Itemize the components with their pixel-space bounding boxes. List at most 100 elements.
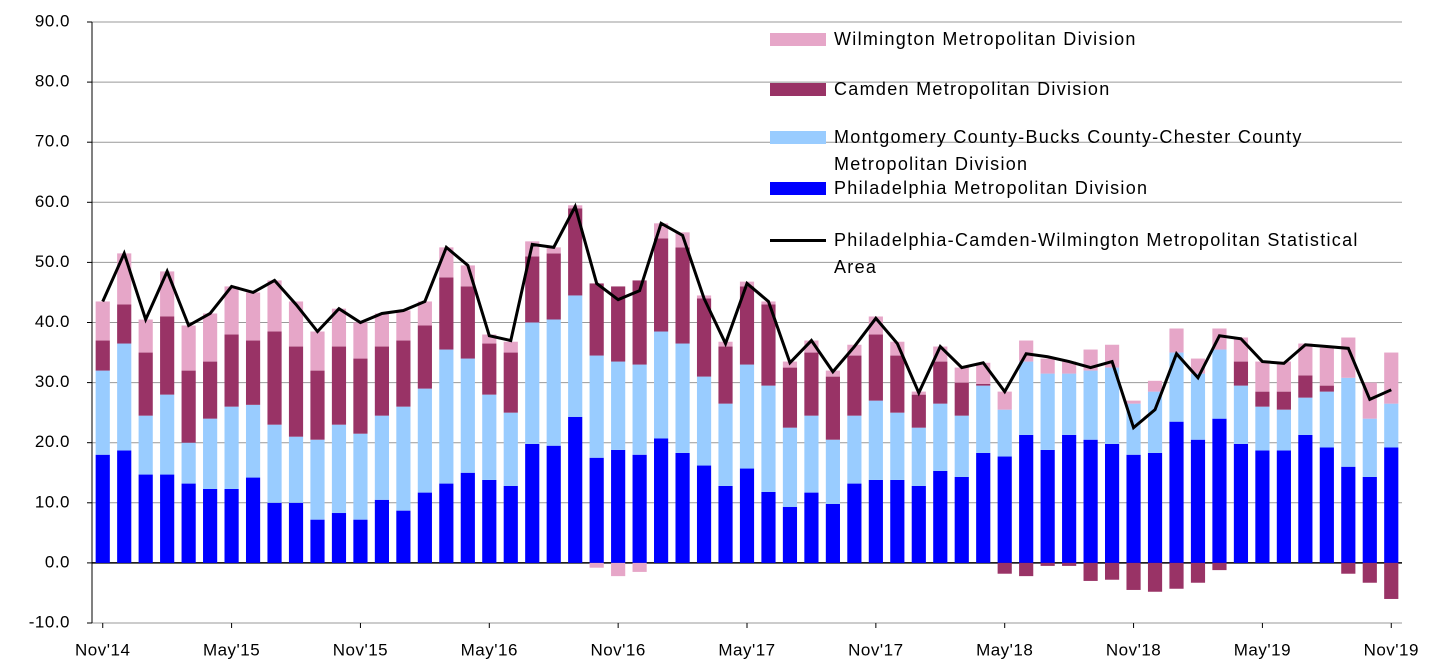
bar-segment [696,465,712,563]
bar-segment [976,385,991,453]
bar-segment [546,247,561,254]
bar-segment [374,313,390,347]
bar-segment [353,358,368,434]
bar-segment [1190,439,1206,563]
bar-segment [782,507,798,563]
bar-segment [482,479,497,563]
bar-segment [245,292,261,341]
bar-segment [890,479,905,563]
bar-segment [1362,562,1377,583]
bar-segment [782,427,798,508]
bar-segment [245,404,261,478]
bar-segment [1019,340,1034,362]
bar-segment [1169,352,1184,422]
bar-segment [546,319,561,446]
bar-segment [203,361,218,419]
bar-segment [525,256,540,323]
bar-segment [460,286,475,359]
bar-segment [1276,361,1291,392]
bar-segment [890,355,905,413]
bar-segment [525,443,540,563]
bar-segment [160,316,175,395]
bar-segment [847,344,862,356]
bar-segment [396,406,411,511]
bar-segment [1083,439,1098,563]
bar-segment [632,280,647,365]
bar-segment [1126,400,1141,404]
bar-segment [782,367,798,428]
bar-segment [288,436,304,503]
bar-segment [997,391,1012,410]
bar-segment [138,474,153,563]
bar-segment [439,349,454,484]
bar-segment [718,403,733,486]
bar-segment [353,322,368,359]
bar-segment [1276,391,1291,410]
bar-segment [1104,562,1120,580]
bar-segment [933,403,948,471]
bar-segment [138,415,153,475]
legend-entry: Camden Metropolitan Division [770,76,1389,103]
bar-segment [331,424,347,514]
bar-segment [1362,418,1377,477]
x-tick-label: Nov'14 [75,640,130,659]
legend-label: Philadelphia Metropolitan Division [834,178,1149,198]
bar-segment [1126,454,1141,563]
bar-segment [503,352,518,413]
bar-segment [245,477,261,563]
bar-segment [718,485,733,563]
bar-segment [288,301,304,347]
bar-segment [675,247,690,344]
bar-segment [868,334,883,401]
bar-segment [1319,447,1334,563]
bar-segment [1040,562,1055,566]
y-tick-label: 70.0 [35,132,70,151]
bar-segment [1062,562,1077,566]
bar-segment [847,483,862,563]
legend-label: Camden Metropolitan Division [834,79,1111,99]
bar-segment [868,479,883,563]
bar-segment [954,382,969,416]
bar-segment [181,325,196,371]
x-tick-label: May'16 [461,640,518,659]
bar-segment [1062,361,1077,374]
bar-segment [1233,385,1249,444]
bar-segment [1384,352,1399,404]
legend-swatch [770,33,826,46]
bar-segment [1276,450,1291,563]
bar-segment [460,358,475,473]
bar-segment [997,409,1012,457]
bar-segment [611,449,626,563]
bar-segment [1212,418,1227,563]
bar-segment [138,352,153,416]
bar-segment [1147,452,1163,563]
bar-segment [224,488,239,563]
bar-segment [1255,406,1270,451]
bar-segment [503,412,518,486]
bar-segment [1040,358,1055,374]
bar-segment [546,445,561,563]
bar-segment [331,346,347,425]
bar-segment [976,362,991,384]
bar-segment [696,298,712,377]
bar-segment [825,504,840,563]
bar-segment [911,485,926,563]
bar-segment [696,376,712,466]
bar-segment [482,343,497,395]
bar-segment [589,457,604,563]
y-tick-label: 50.0 [35,252,70,271]
bar-segment [417,388,432,493]
bar-segment [117,450,132,563]
y-tick-label: 30.0 [35,372,70,391]
bar-segment [825,439,840,505]
bar-segment [1040,449,1055,563]
bar-segment [1255,361,1270,392]
bar-segment [718,346,733,404]
bar-segment [911,427,926,486]
bar-segment [310,439,325,520]
bar-segment [245,340,261,405]
bar-segment [1298,375,1313,398]
bar-segment [224,334,239,407]
